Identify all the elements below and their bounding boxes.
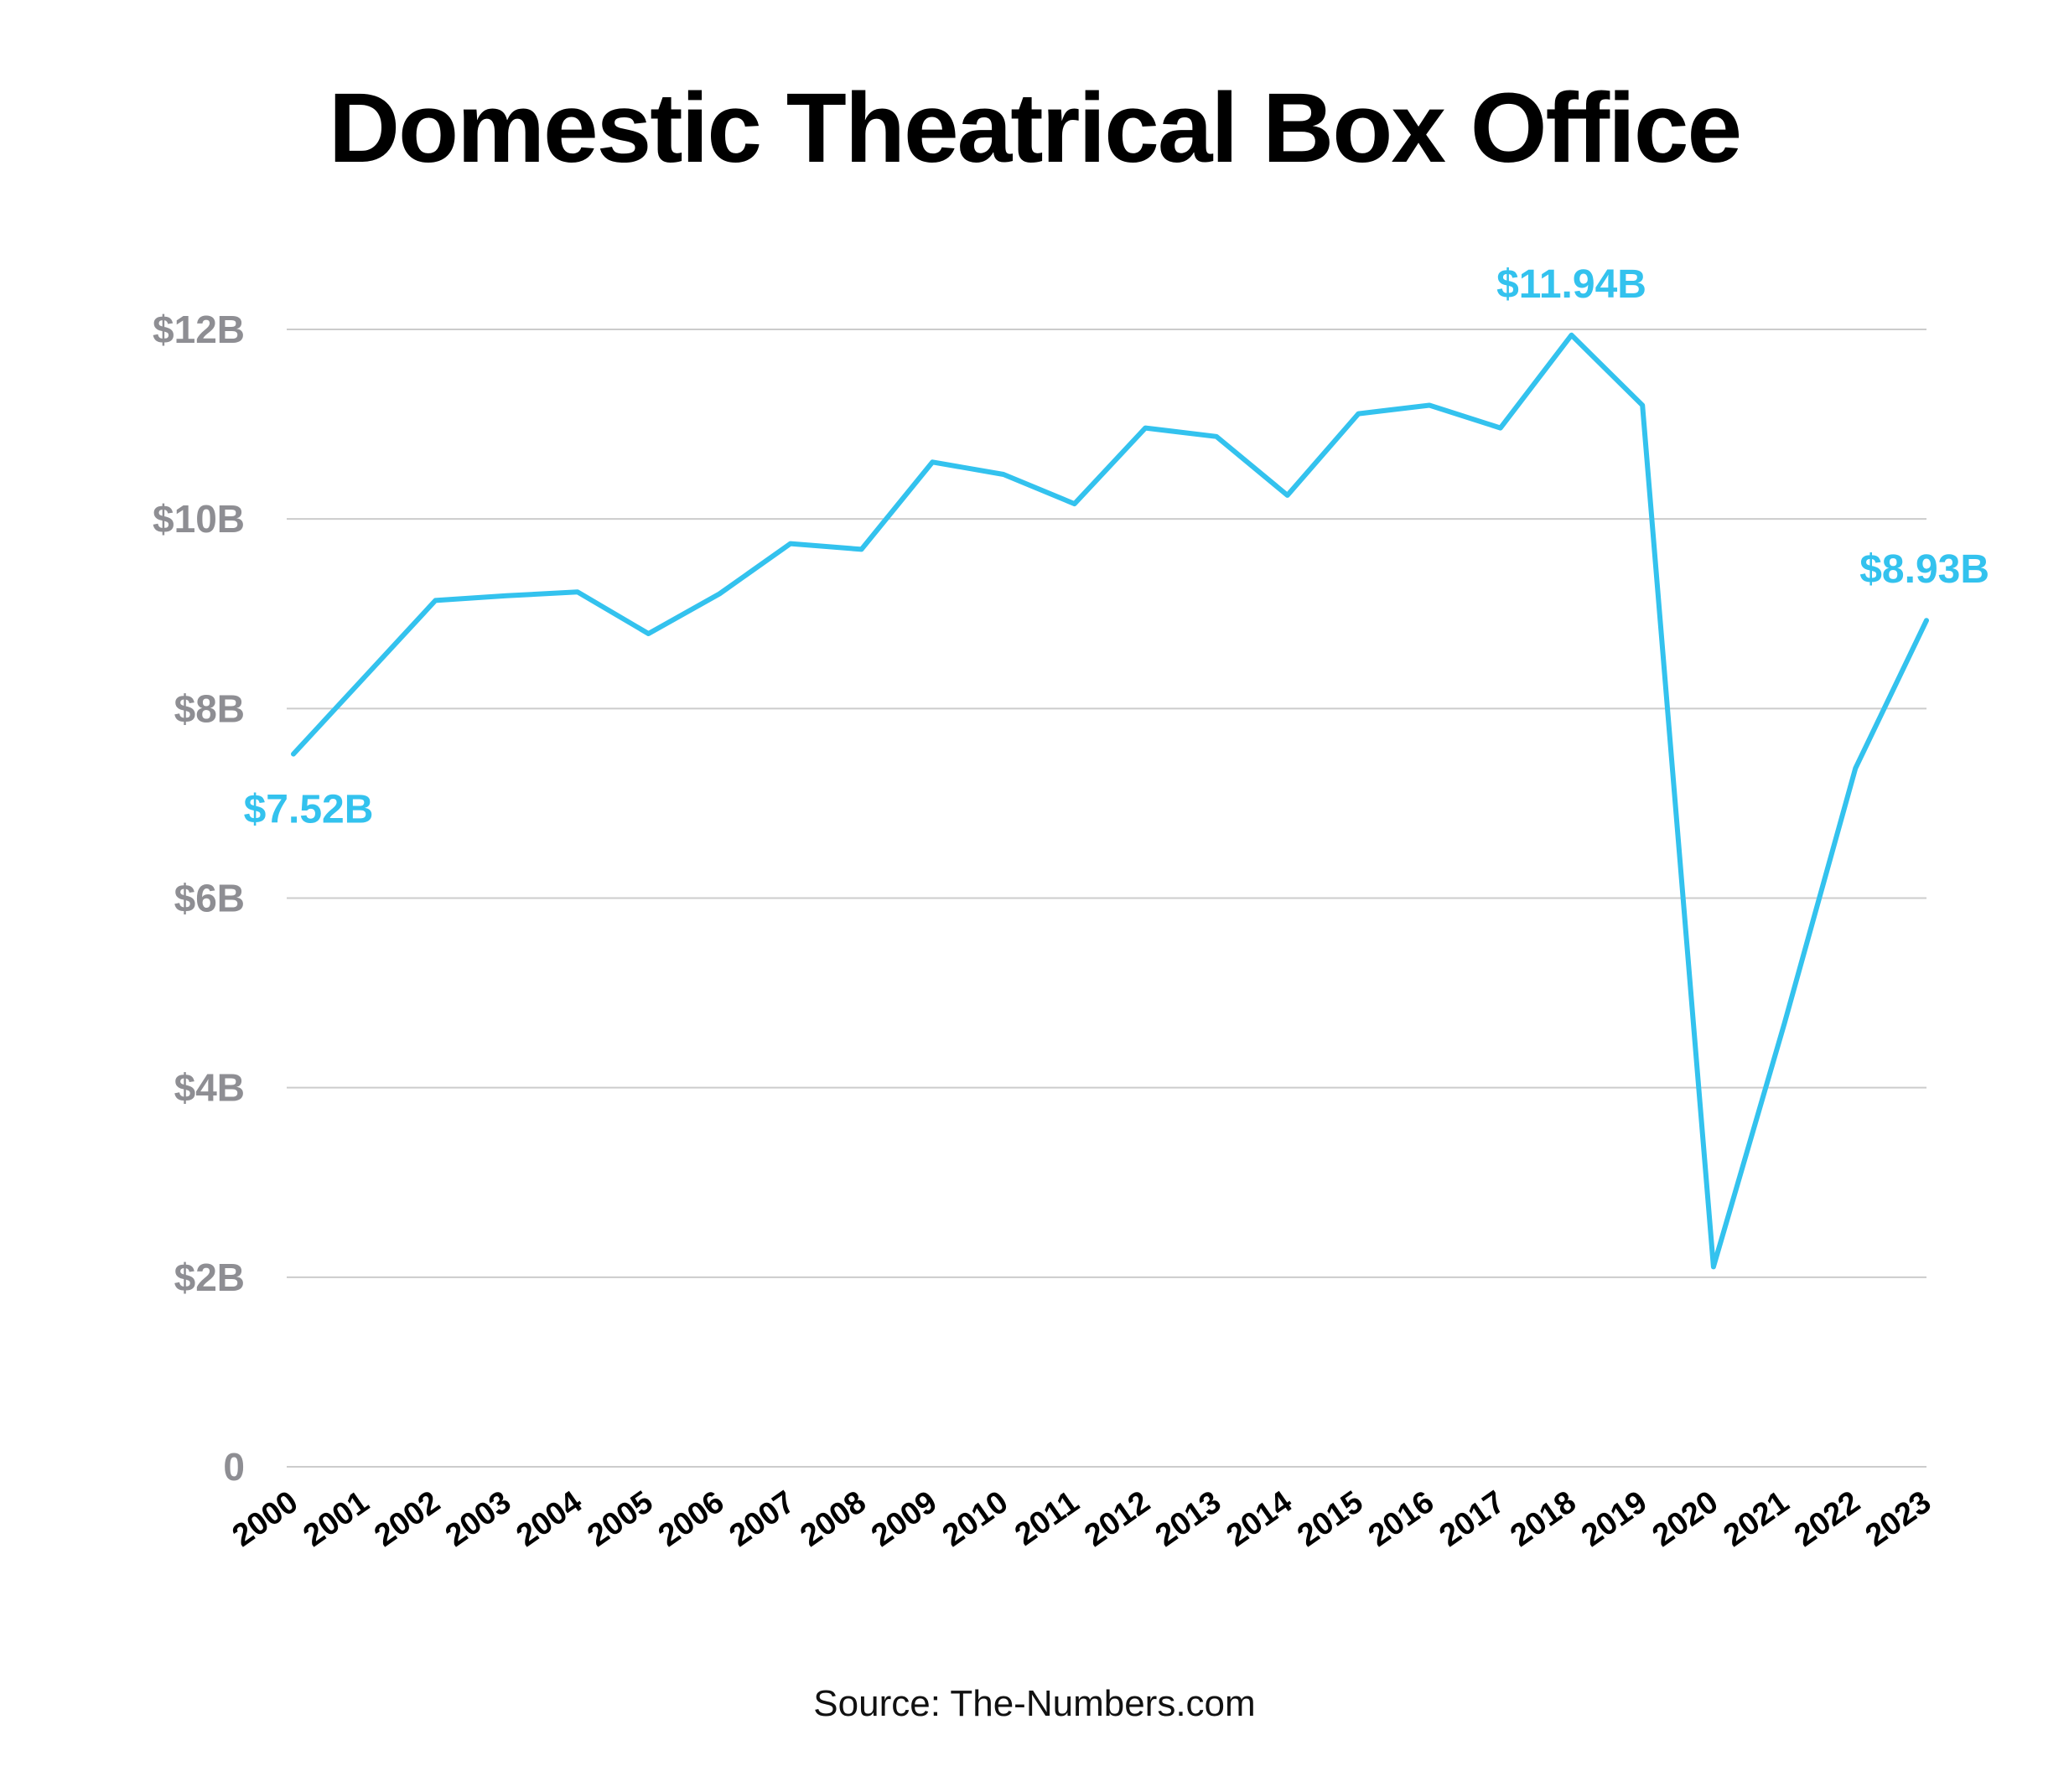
x-tick-label: 2000	[226, 1484, 304, 1554]
y-tick-label: 0	[223, 1445, 245, 1489]
y-tick-label: $6B	[174, 877, 245, 920]
x-tick-label: 2001	[298, 1484, 376, 1554]
data-label-2018: $11.94B	[1496, 262, 1646, 307]
x-tick-label: 2023	[1859, 1484, 1937, 1554]
x-tick-label: 2012	[1078, 1484, 1156, 1554]
x-tick-label: 2004	[511, 1484, 589, 1554]
x-tick-label: 2010	[936, 1484, 1014, 1554]
x-tick-label: 2017	[1434, 1484, 1512, 1554]
source-note: Source: The-Numbers.com	[813, 1683, 1256, 1724]
series-line	[291, 332, 1929, 1270]
x-tick-label: 2003	[439, 1484, 517, 1554]
x-tick-label: 2018	[1504, 1484, 1582, 1554]
data-label-2023: $8.93B	[1859, 547, 1989, 592]
x-tick-label: 2013	[1149, 1484, 1227, 1554]
x-tick-label: 2022	[1788, 1484, 1866, 1554]
x-tick-label: 2011	[1009, 1484, 1086, 1553]
y-axis-ticks: 0 $2B $4B $6B $8B $10B $12B	[153, 308, 245, 1489]
y-tick-label: $2B	[174, 1256, 245, 1299]
x-tick-label: 2016	[1362, 1484, 1440, 1554]
x-tick-label: 2002	[368, 1484, 446, 1554]
gridlines	[287, 329, 1926, 1468]
data-annotations: $7.52B $11.94B $8.93B	[244, 262, 1989, 832]
chart-title: Domestic Theatrical Box Office	[328, 73, 1742, 184]
y-tick-label: $8B	[174, 686, 245, 730]
x-tick-label: 2015	[1291, 1484, 1369, 1554]
x-tick-label: 2007	[723, 1484, 801, 1554]
data-label-2000: $7.52B	[244, 788, 374, 832]
x-tick-label: 2019	[1575, 1484, 1653, 1554]
y-tick-label: $4B	[174, 1066, 245, 1110]
x-tick-label: 2006	[652, 1484, 730, 1554]
x-tick-label: 2009	[865, 1484, 943, 1554]
x-tick-label: 2008	[794, 1484, 872, 1554]
y-tick-label: $10B	[153, 497, 245, 541]
y-tick-label: $12B	[153, 308, 245, 351]
x-tick-label: 2020	[1646, 1484, 1724, 1554]
x-tick-label: 2014	[1221, 1484, 1299, 1554]
x-axis-ticks: 2000200120022003200420052006200720082009…	[226, 1484, 1937, 1554]
x-tick-label: 2021	[1717, 1484, 1795, 1554]
x-tick-label: 2005	[581, 1484, 659, 1554]
